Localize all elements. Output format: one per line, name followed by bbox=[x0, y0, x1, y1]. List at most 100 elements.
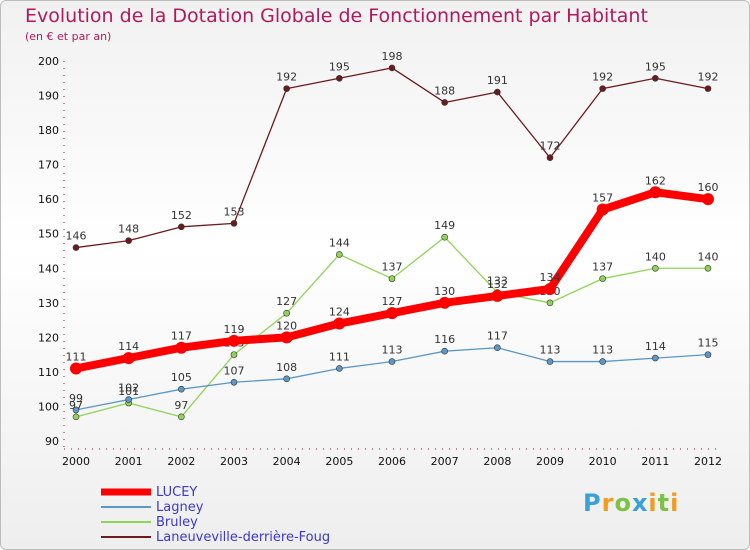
data-label: 116 bbox=[434, 333, 455, 346]
data-point bbox=[388, 64, 396, 72]
x-tick-label: 2005 bbox=[325, 455, 353, 468]
chart-subtitle: (en € et par an) bbox=[25, 30, 112, 43]
data-label: 105 bbox=[171, 371, 192, 384]
legend-swatch-lucey bbox=[101, 488, 151, 496]
data-label: 117 bbox=[171, 330, 192, 343]
data-label: 137 bbox=[382, 261, 403, 274]
data-label: 108 bbox=[276, 361, 297, 374]
data-label: 198 bbox=[382, 50, 403, 63]
data-point bbox=[494, 344, 501, 352]
data-point bbox=[652, 74, 659, 82]
data-label: 134 bbox=[540, 271, 561, 284]
data-label: 124 bbox=[329, 306, 350, 319]
x-tick-label: 2012 bbox=[694, 455, 722, 468]
data-label: 114 bbox=[118, 340, 139, 353]
data-label: 195 bbox=[329, 60, 350, 73]
data-label: 153 bbox=[224, 205, 245, 218]
data-point bbox=[704, 351, 712, 358]
data-point bbox=[652, 354, 659, 362]
logo-letter: i bbox=[648, 489, 658, 517]
data-label: 160 bbox=[698, 181, 719, 194]
data-point bbox=[178, 385, 185, 393]
y-tick-label: 180 bbox=[38, 124, 59, 137]
x-tick-label: 2000 bbox=[62, 455, 90, 468]
y-tick-label: 90 bbox=[45, 435, 59, 448]
data-label: 132 bbox=[487, 278, 508, 291]
data-label: 192 bbox=[276, 71, 297, 84]
x-tick-label: 2002 bbox=[167, 455, 195, 468]
data-point bbox=[122, 352, 135, 365]
data-point bbox=[704, 264, 712, 272]
data-point bbox=[178, 413, 185, 421]
data-label: 113 bbox=[592, 344, 613, 357]
y-tick-label: 160 bbox=[38, 193, 59, 206]
data-point bbox=[283, 375, 290, 383]
data-label: 111 bbox=[329, 350, 350, 363]
data-point bbox=[283, 309, 290, 317]
data-label: 191 bbox=[487, 74, 508, 87]
data-point bbox=[546, 358, 554, 365]
data-point bbox=[336, 74, 343, 82]
data-label: 113 bbox=[382, 344, 403, 357]
logo-letter: P bbox=[583, 489, 602, 517]
data-point bbox=[230, 351, 238, 358]
x-tick-label: 2009 bbox=[536, 455, 564, 468]
y-tick-label: 200 bbox=[38, 55, 59, 68]
x-tick-label: 2004 bbox=[273, 455, 301, 468]
y-tick-label: 120 bbox=[38, 331, 59, 344]
data-point bbox=[441, 233, 448, 241]
logo-letter: i bbox=[670, 489, 680, 517]
proxiti-logo: Proxiti bbox=[583, 489, 679, 517]
data-point bbox=[491, 289, 504, 302]
data-label: 127 bbox=[276, 295, 297, 308]
series-lucey: 111 114 117 119 120 124 127 130 132 134 157 162 160 bbox=[66, 174, 719, 375]
x-tick-label: 2003 bbox=[220, 455, 248, 468]
data-label: 149 bbox=[434, 219, 455, 232]
legend-swatch-lagney bbox=[101, 506, 151, 508]
data-point bbox=[546, 299, 554, 307]
data-label: 120 bbox=[276, 319, 297, 332]
data-label: 140 bbox=[698, 250, 719, 263]
y-tick-label: 140 bbox=[38, 262, 59, 275]
data-label: 117 bbox=[487, 330, 508, 343]
x-tick-label: 2008 bbox=[483, 455, 511, 468]
series-laneuveville-derri-re-foug: 146 148 152 153 192 195 198 188 191 172 192 195 192 bbox=[66, 50, 719, 251]
y-tick-label: 170 bbox=[38, 159, 59, 172]
x-tick-label: 2006 bbox=[378, 455, 406, 468]
data-label: 101 bbox=[118, 385, 139, 398]
legend-swatch-laneuveville bbox=[101, 536, 151, 538]
data-point bbox=[283, 85, 290, 92]
data-label: 172 bbox=[540, 140, 561, 153]
data-label: 99 bbox=[69, 392, 83, 405]
data-label: 195 bbox=[645, 60, 666, 73]
legend-label: Bruley bbox=[156, 515, 198, 530]
data-label: 192 bbox=[698, 71, 719, 84]
data-point bbox=[333, 317, 346, 330]
logo-letter: x bbox=[631, 489, 649, 517]
logo-letter: r bbox=[601, 489, 615, 517]
data-point bbox=[336, 365, 343, 372]
data-point bbox=[494, 88, 501, 96]
logo-letter: t bbox=[657, 489, 671, 517]
data-label: 144 bbox=[329, 236, 350, 249]
data-point bbox=[441, 99, 448, 106]
data-point bbox=[599, 275, 606, 282]
data-label: 119 bbox=[224, 323, 245, 336]
data-point bbox=[649, 186, 662, 199]
chart-title: Evolution de la Dotation Globale de Fonc… bbox=[25, 5, 648, 27]
data-point bbox=[72, 406, 80, 414]
data-point bbox=[386, 307, 398, 320]
data-point bbox=[70, 362, 82, 375]
data-label: 137 bbox=[592, 261, 613, 274]
data-label: 107 bbox=[224, 364, 245, 377]
data-point bbox=[228, 334, 240, 347]
data-label: 113 bbox=[540, 344, 561, 357]
legend-swatch-bruley bbox=[101, 521, 151, 523]
data-point bbox=[704, 85, 712, 92]
data-point bbox=[544, 283, 556, 295]
y-tick-label: 110 bbox=[38, 366, 59, 379]
data-label: 114 bbox=[645, 340, 666, 353]
data-label: 148 bbox=[118, 223, 139, 236]
data-point bbox=[599, 358, 606, 365]
